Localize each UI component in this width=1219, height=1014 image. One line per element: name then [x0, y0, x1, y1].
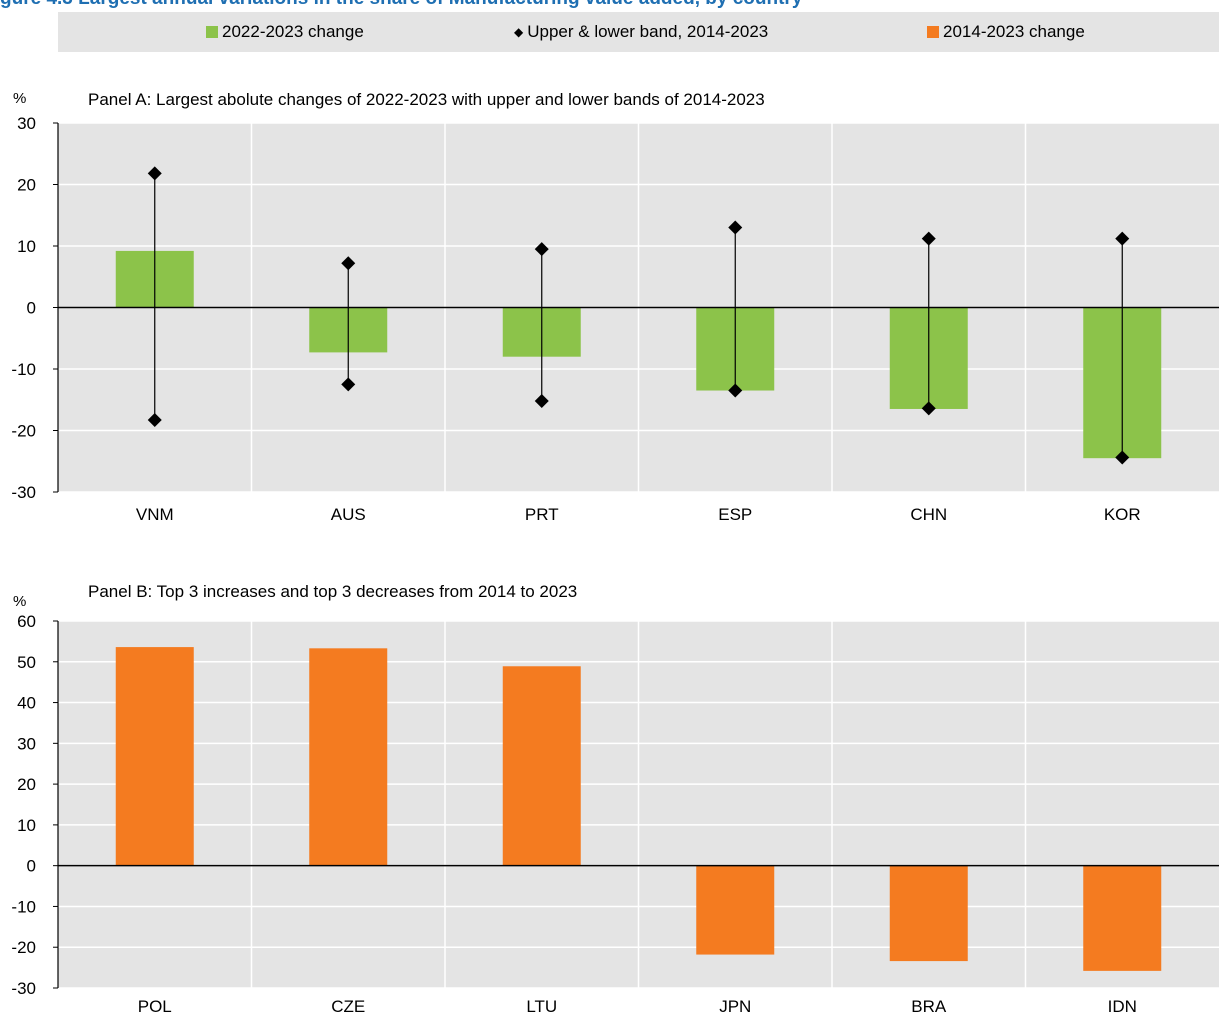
panel-a: [53, 122, 1219, 493]
y-tick-label: -30: [11, 979, 36, 998]
chart-title-text: gure 4.3 Largest annual variations in th…: [0, 0, 802, 8]
bar: [696, 865, 775, 955]
upper-band-marker: [534, 242, 549, 257]
upper-band-marker: [1115, 231, 1130, 246]
lower-band-marker: [534, 393, 549, 408]
y-axis-unit: %: [13, 90, 26, 107]
x-tick-label: IDN: [1108, 997, 1137, 1014]
green-swatch-icon: [206, 26, 218, 38]
y-tick-label: -10: [11, 360, 36, 379]
legend-item-long-change: 2014-2023 change: [927, 12, 1085, 52]
panel-title: Panel B: Top 3 increases and top 3 decre…: [88, 582, 577, 601]
orange-swatch-icon: [927, 26, 939, 38]
legend-item-band: ◆ Upper & lower band, 2014-2023: [514, 12, 768, 52]
y-tick-label: 50: [17, 653, 36, 672]
bar: [502, 666, 581, 866]
legend: 2022-2023 change ◆ Upper & lower band, 2…: [58, 12, 1219, 52]
y-tick-label: 20: [17, 176, 36, 195]
y-tick-label: 10: [17, 237, 36, 256]
lower-band-marker: [728, 383, 743, 398]
y-tick-label: -30: [11, 483, 36, 502]
y-tick-label: 20: [17, 775, 36, 794]
upper-band-marker: [921, 231, 936, 246]
lower-band-marker: [341, 377, 356, 392]
bar: [115, 647, 194, 866]
x-tick-label: AUS: [331, 505, 366, 524]
y-tick-label: -10: [11, 897, 36, 916]
x-tick-label: ESP: [718, 505, 752, 524]
x-tick-label: JPN: [719, 997, 751, 1014]
y-tick-label: 0: [27, 857, 36, 876]
legend-label-long-change: 2014-2023 change: [943, 22, 1085, 41]
bar: [309, 648, 388, 866]
y-tick-label: 60: [17, 612, 36, 631]
legend-label-band: Upper & lower band, 2014-2023: [527, 22, 769, 41]
x-tick-label: POL: [138, 997, 172, 1014]
upper-band-marker: [728, 220, 743, 235]
x-tick-label: LTU: [526, 997, 557, 1014]
chart-title: gure 4.3 Largest annual variations in th…: [0, 0, 1219, 8]
x-tick-label: KOR: [1104, 505, 1141, 524]
legend-item-annual-change: 2022-2023 change: [206, 12, 364, 52]
x-tick-label: VNM: [136, 505, 174, 524]
panel-b: [53, 620, 1219, 989]
x-tick-label: CHN: [910, 505, 947, 524]
y-tick-label: 0: [27, 299, 36, 318]
x-tick-label: PRT: [525, 505, 559, 524]
lower-band-marker: [147, 413, 162, 428]
y-tick-label: 10: [17, 816, 36, 835]
y-tick-label: 40: [17, 694, 36, 713]
y-axis-unit: %: [13, 593, 26, 610]
y-tick-label: 30: [17, 734, 36, 753]
lower-band-marker: [921, 401, 936, 416]
legend-label-annual-change: 2022-2023 change: [222, 22, 364, 41]
upper-band-marker: [341, 256, 356, 271]
x-tick-label: BRA: [911, 997, 947, 1014]
lower-band-marker: [1115, 450, 1130, 465]
x-tick-label: CZE: [331, 997, 365, 1014]
y-tick-label: 30: [17, 114, 36, 133]
panel-title: Panel A: Largest abolute changes of 2022…: [88, 90, 765, 109]
bar: [1083, 865, 1162, 971]
diamond-marker-icon: ◆: [514, 25, 524, 39]
upper-band-marker: [147, 166, 162, 181]
bar: [889, 865, 968, 962]
y-tick-label: -20: [11, 422, 36, 441]
y-tick-label: -20: [11, 938, 36, 957]
